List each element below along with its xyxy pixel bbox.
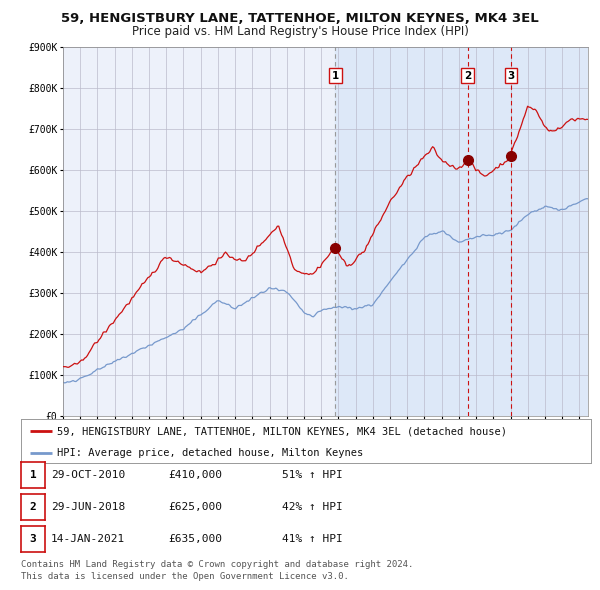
Text: 59, HENGISTBURY LANE, TATTENHOE, MILTON KEYNES, MK4 3EL (detached house): 59, HENGISTBURY LANE, TATTENHOE, MILTON … <box>57 427 507 436</box>
Text: HPI: Average price, detached house, Milton Keynes: HPI: Average price, detached house, Milt… <box>57 448 363 458</box>
Text: 59, HENGISTBURY LANE, TATTENHOE, MILTON KEYNES, MK4 3EL: 59, HENGISTBURY LANE, TATTENHOE, MILTON … <box>61 12 539 25</box>
Text: 3: 3 <box>29 534 37 544</box>
Text: 2: 2 <box>29 502 37 512</box>
Text: 1: 1 <box>29 470 37 480</box>
Text: 41% ↑ HPI: 41% ↑ HPI <box>282 534 343 544</box>
Text: 3: 3 <box>508 71 515 81</box>
Text: £635,000: £635,000 <box>168 534 222 544</box>
Bar <box>63 47 335 416</box>
Text: Contains HM Land Registry data © Crown copyright and database right 2024.: Contains HM Land Registry data © Crown c… <box>21 560 413 569</box>
Bar <box>335 47 588 416</box>
Text: Price paid vs. HM Land Registry's House Price Index (HPI): Price paid vs. HM Land Registry's House … <box>131 25 469 38</box>
Text: £625,000: £625,000 <box>168 502 222 512</box>
Text: 51% ↑ HPI: 51% ↑ HPI <box>282 470 343 480</box>
Text: This data is licensed under the Open Government Licence v3.0.: This data is licensed under the Open Gov… <box>21 572 349 581</box>
Text: 42% ↑ HPI: 42% ↑ HPI <box>282 502 343 512</box>
Text: 29-JUN-2018: 29-JUN-2018 <box>51 502 125 512</box>
Text: £410,000: £410,000 <box>168 470 222 480</box>
Text: 14-JAN-2021: 14-JAN-2021 <box>51 534 125 544</box>
Text: 29-OCT-2010: 29-OCT-2010 <box>51 470 125 480</box>
Text: 2: 2 <box>464 71 471 81</box>
Text: 1: 1 <box>332 71 339 81</box>
